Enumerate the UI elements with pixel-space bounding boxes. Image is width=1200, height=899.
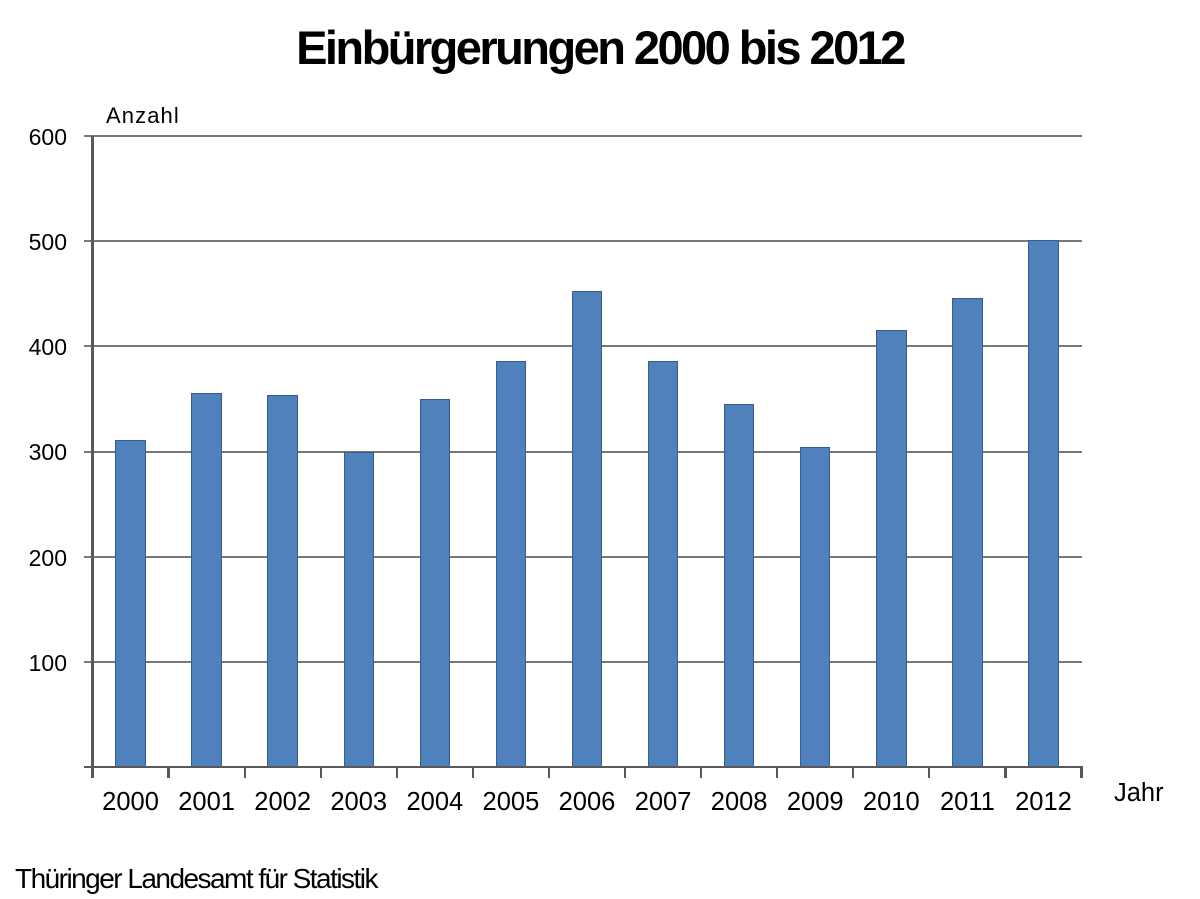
x-tick: [547, 767, 551, 778]
x-tick-label: 2011: [939, 788, 995, 817]
x-tick-label: 2003: [330, 788, 388, 817]
bar: [115, 440, 146, 768]
x-tick: [395, 767, 398, 778]
x-tick: [167, 767, 170, 778]
x-tick: [928, 767, 931, 778]
x-tick-label: 2004: [406, 788, 464, 817]
y-tick-label: 400: [28, 334, 67, 361]
x-tick-label: 2008: [710, 788, 768, 817]
y-tick-label: 100: [28, 649, 67, 676]
gridline: [84, 240, 1082, 243]
x-tick-label: 2010: [862, 788, 920, 817]
bar: [952, 298, 983, 768]
x-tick-label: 2000: [102, 788, 159, 817]
x-tick: [1004, 767, 1007, 778]
x-axis-title: Jahr: [1114, 779, 1164, 807]
y-tick-label: 200: [28, 544, 67, 571]
x-tick-label: 2002: [254, 788, 312, 817]
bar: [267, 394, 298, 768]
bar: [1028, 240, 1059, 768]
y-tick-label: 500: [28, 228, 67, 255]
gridline: [84, 135, 1082, 137]
x-tick: [243, 767, 246, 778]
y-tick-label: 300: [28, 439, 67, 466]
y-axis-title: Anzahl: [106, 103, 180, 128]
x-tick: [319, 767, 322, 778]
x-tick: [700, 767, 703, 778]
x-tick: [776, 767, 779, 778]
y-tick-label: 600: [28, 123, 67, 150]
x-tick: [852, 767, 855, 778]
x-tick: [623, 767, 627, 778]
x-axis-line: [84, 766, 1083, 769]
bar: [343, 451, 374, 768]
bar: [723, 404, 755, 768]
bar: [191, 392, 222, 768]
bar: [647, 361, 679, 768]
bar: [800, 447, 831, 768]
y-axis-line: [91, 136, 94, 768]
x-tick-label: 2009: [786, 788, 844, 817]
x-tick-label: 2012: [1015, 788, 1072, 817]
bar: [495, 361, 527, 768]
bar: [876, 329, 907, 768]
x-tick: [1080, 767, 1083, 778]
x-tick: [91, 767, 94, 778]
x-tick-label: 2005: [482, 788, 540, 817]
bar: [571, 290, 603, 768]
x-tick: [471, 767, 474, 778]
chart-title: Einbürgerungen 2000 bis 2012: [296, 21, 906, 74]
x-tick-label: 2007: [634, 788, 692, 817]
x-tick-label: 2006: [558, 788, 616, 817]
x-tick-label: 2001: [178, 788, 235, 817]
bar: [419, 399, 451, 768]
source-note: Thüringer Landesamt für Statistik: [15, 862, 378, 894]
